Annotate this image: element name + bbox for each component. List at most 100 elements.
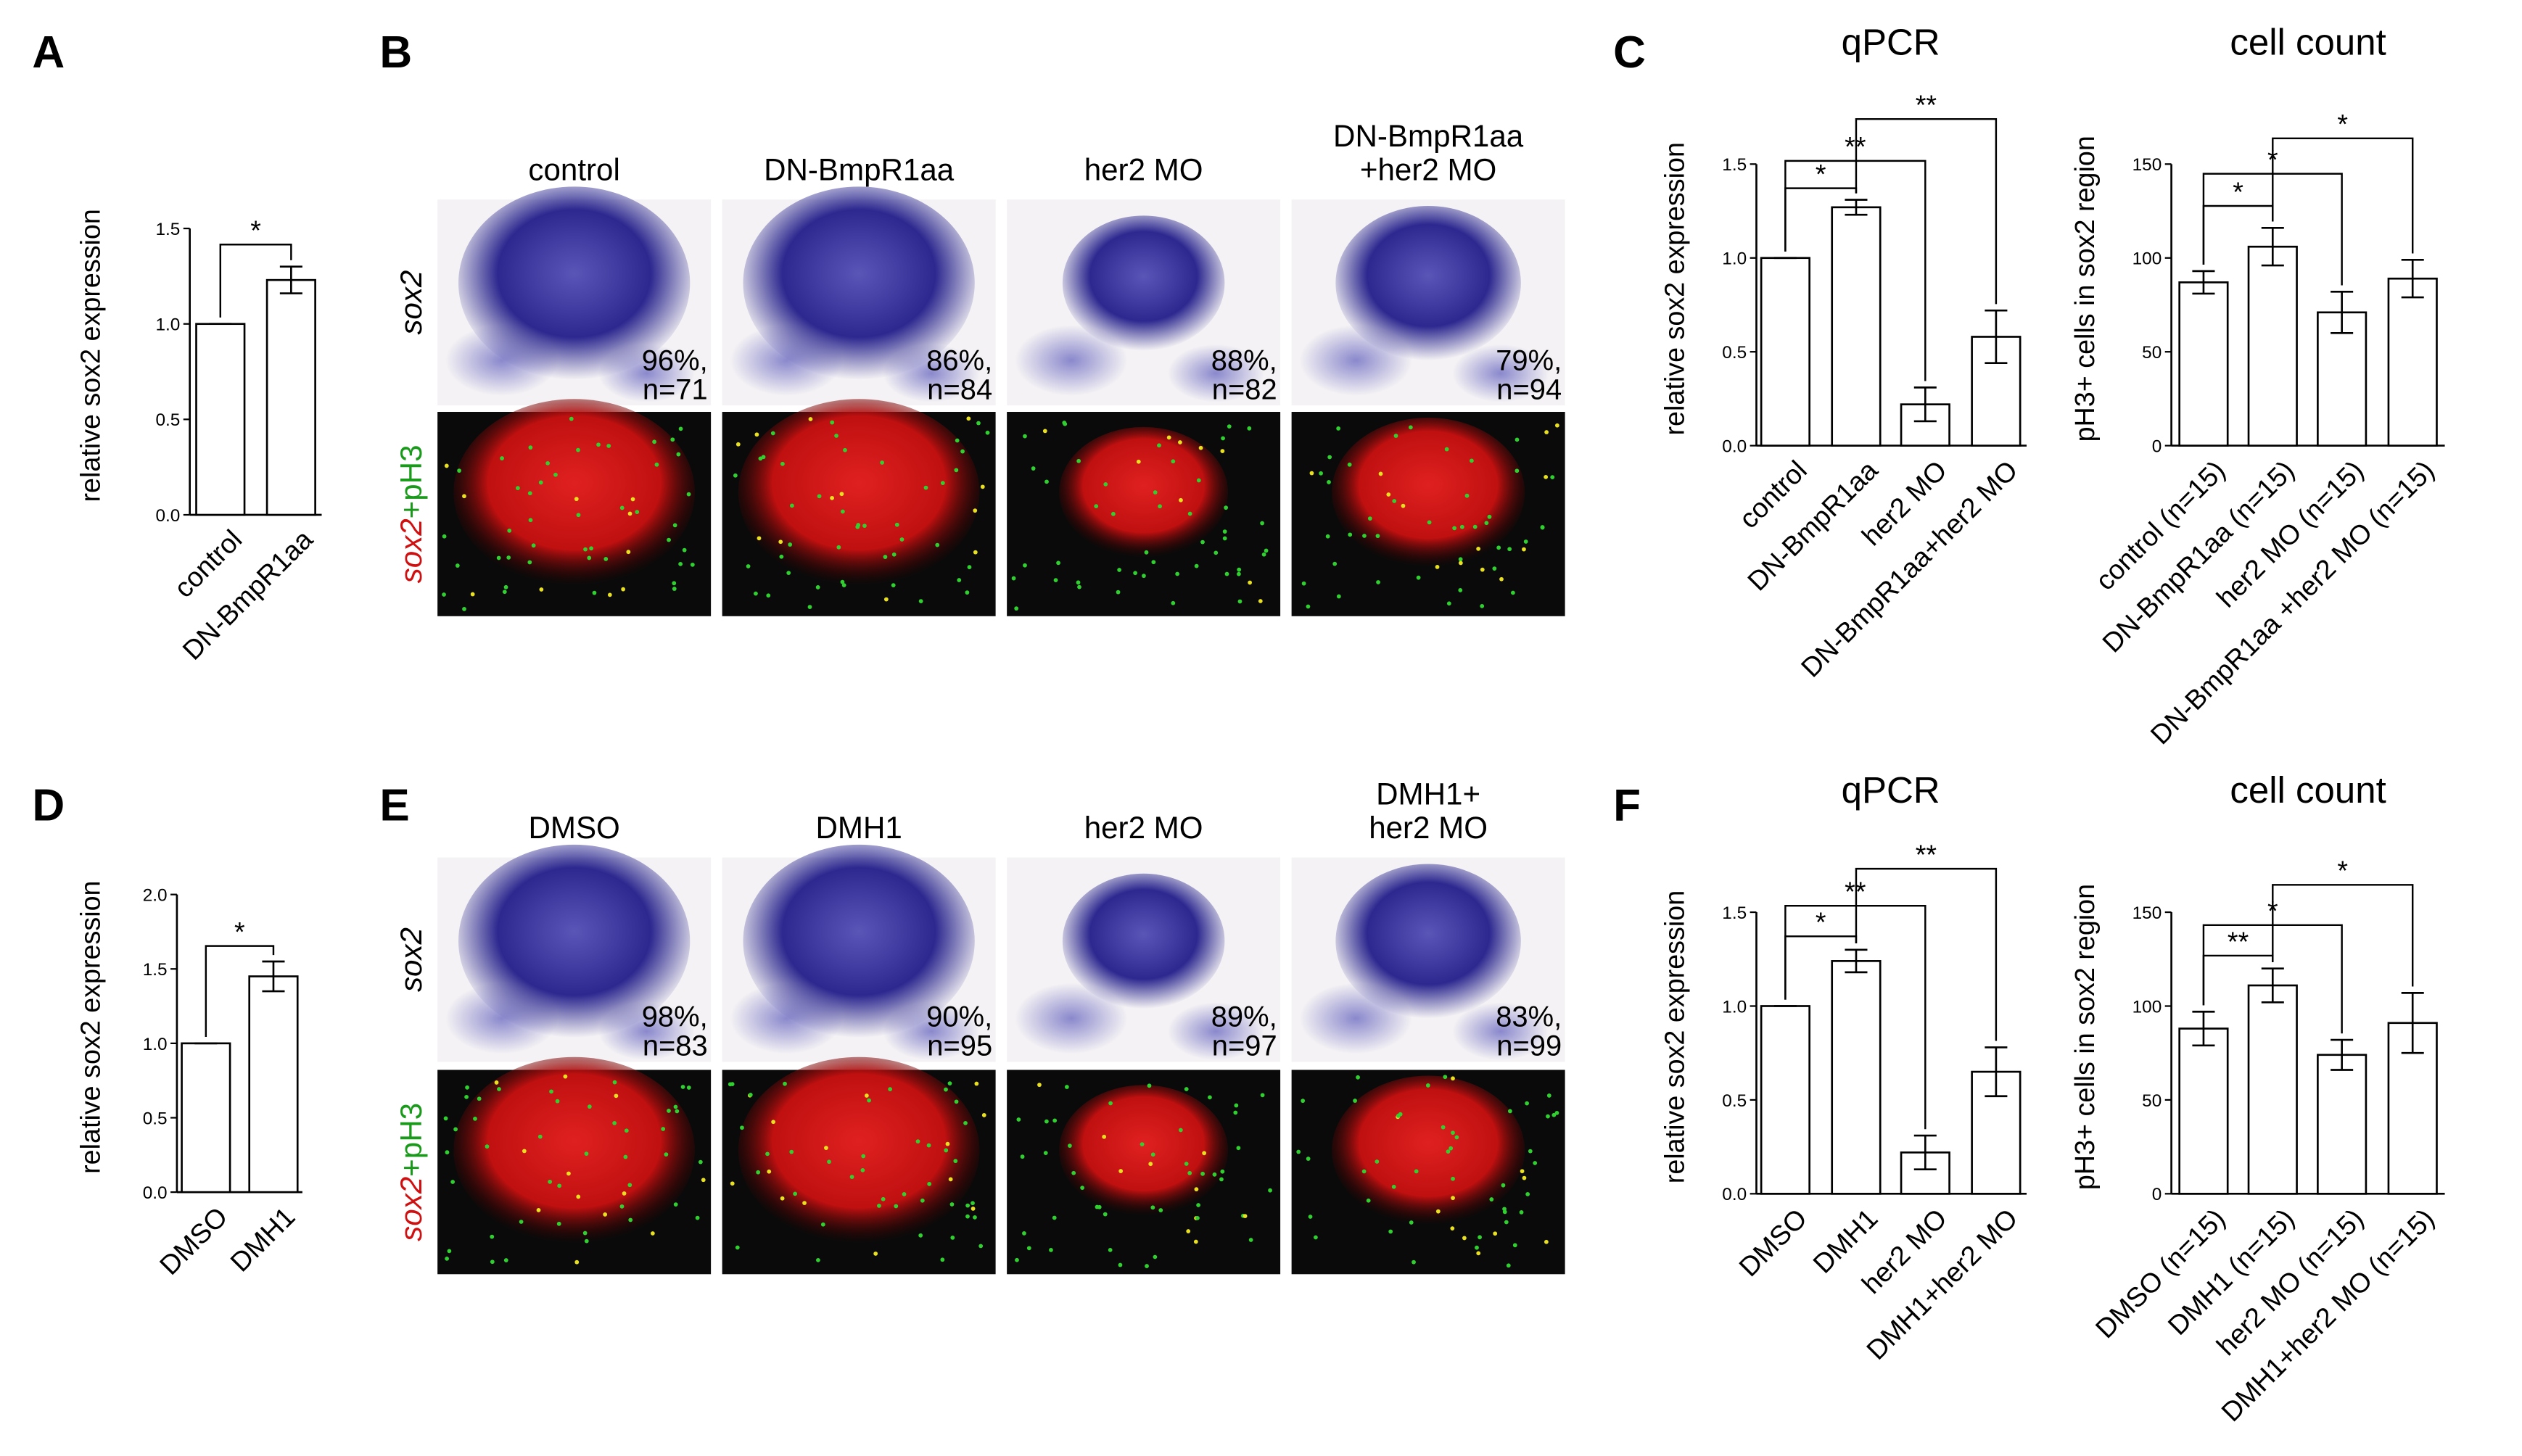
- cell-dot: [1044, 1119, 1049, 1124]
- cell-dot: [661, 1127, 666, 1131]
- cell-dot: [827, 1159, 831, 1165]
- cell-dot: [622, 1191, 627, 1196]
- cell-dot: [1150, 1205, 1155, 1210]
- error-bar: [1913, 386, 1937, 423]
- cell-dot: [680, 1085, 685, 1089]
- fluor-stain: [738, 399, 980, 586]
- cell-dot: [1108, 1101, 1113, 1106]
- bar: [2317, 1054, 2368, 1195]
- cell-dot: [754, 591, 758, 596]
- cell-dot: [516, 486, 520, 490]
- y-tick-label: 50: [2142, 1091, 2162, 1111]
- cell-dot: [1237, 599, 1243, 604]
- cell-dot: [1540, 525, 1545, 530]
- cell-dot: [974, 1081, 979, 1086]
- cell-dot: [918, 599, 923, 603]
- error-bar: [2192, 1010, 2215, 1047]
- caption: 88%,: [1211, 344, 1277, 376]
- cell-dot: [667, 1109, 671, 1113]
- cell-dot: [1493, 1231, 1498, 1236]
- cell-dot: [443, 1116, 448, 1121]
- cell-dot: [1393, 434, 1398, 438]
- x-tick-label: DMH1: [224, 1201, 300, 1277]
- cell-dot: [873, 1252, 878, 1256]
- cell-dot: [1020, 1154, 1025, 1159]
- cell-dot: [1261, 552, 1266, 557]
- cell-dot: [758, 456, 763, 461]
- cell-dot: [485, 1144, 490, 1149]
- cell-dot: [1194, 563, 1199, 568]
- cell-dot: [1523, 539, 1528, 544]
- cell-dot: [536, 1208, 541, 1212]
- cell-dot: [965, 1203, 971, 1208]
- cell-dot: [1145, 1264, 1149, 1268]
- cell-dot: [1258, 599, 1263, 603]
- cell-dot: [740, 1125, 744, 1130]
- column-title: control: [528, 152, 619, 186]
- cell-dot: [1388, 1229, 1393, 1234]
- cell-dot: [1220, 1169, 1225, 1174]
- cell-dot: [1158, 504, 1162, 509]
- cell-dot: [500, 456, 504, 460]
- cell-dot: [780, 461, 785, 466]
- cell-dot: [1409, 1220, 1414, 1225]
- bar: [2178, 1027, 2229, 1195]
- cell-dot: [1194, 1187, 1199, 1192]
- cell-dot: [963, 1120, 968, 1125]
- y-tick-label: 0.0: [1722, 437, 1747, 456]
- cell-dot: [1198, 445, 1203, 450]
- column-title: her2 MO: [1084, 152, 1203, 186]
- row-label: sox2: [394, 927, 428, 992]
- cell-dot: [1077, 584, 1081, 590]
- cell-dot: [855, 524, 860, 529]
- cell-dot: [445, 1150, 450, 1155]
- cell-dot: [927, 1181, 932, 1186]
- cell-dot: [1171, 600, 1176, 605]
- cell-dot: [607, 592, 612, 597]
- cell-dot: [867, 1098, 871, 1103]
- cell-dot: [1094, 504, 1099, 509]
- cell-dot: [1068, 1143, 1072, 1149]
- panel-letter: E: [379, 781, 409, 831]
- cell-dot: [490, 1259, 495, 1265]
- cell-dot: [1427, 520, 1432, 525]
- cell-dot: [947, 1081, 952, 1086]
- cell-dot: [1507, 1109, 1512, 1114]
- panel-letter: C: [1613, 28, 1646, 78]
- cell-dot: [771, 1120, 776, 1125]
- cell-dot: [587, 555, 592, 561]
- ish-stain: [1335, 206, 1521, 361]
- cell-dot: [619, 1204, 625, 1209]
- bar-chart: 0 50 100 150 pH3+ cells in sox2 region cell c…: [2069, 769, 2445, 1427]
- caption: n=82: [1212, 373, 1277, 405]
- cell-dot: [678, 426, 683, 431]
- cell-dot: [971, 1207, 976, 1211]
- cell-dot: [948, 1177, 953, 1182]
- cell-dot: [1037, 1083, 1042, 1088]
- cell-dot: [1196, 1203, 1200, 1207]
- cell-dot: [623, 1154, 628, 1159]
- cell-dot: [537, 1134, 543, 1139]
- error-bar: [1845, 199, 1868, 216]
- y-tick-label: 0.0: [1722, 1185, 1747, 1204]
- cell-dot: [1525, 1101, 1529, 1106]
- cell-dot: [976, 421, 981, 426]
- cell-dot: [1023, 563, 1027, 568]
- cell-dot: [730, 1082, 735, 1086]
- caption: n=83: [643, 1030, 708, 1062]
- cell-dot: [1052, 1118, 1058, 1123]
- cell-dot: [1435, 565, 1440, 569]
- caption: 96%,: [642, 344, 708, 376]
- y-axis-label: relative sox2 expression: [75, 209, 105, 502]
- cell-dot: [1178, 1128, 1183, 1133]
- cell-dot: [589, 546, 593, 551]
- cell-dot: [1151, 560, 1156, 565]
- cell-dot: [557, 1183, 562, 1188]
- cell-dot: [973, 508, 978, 513]
- cell-dot: [507, 528, 512, 533]
- row-label-part: sox2: [394, 518, 428, 583]
- cell-dot: [950, 1236, 955, 1240]
- cell-dot: [652, 439, 656, 444]
- cell-dot: [627, 511, 632, 516]
